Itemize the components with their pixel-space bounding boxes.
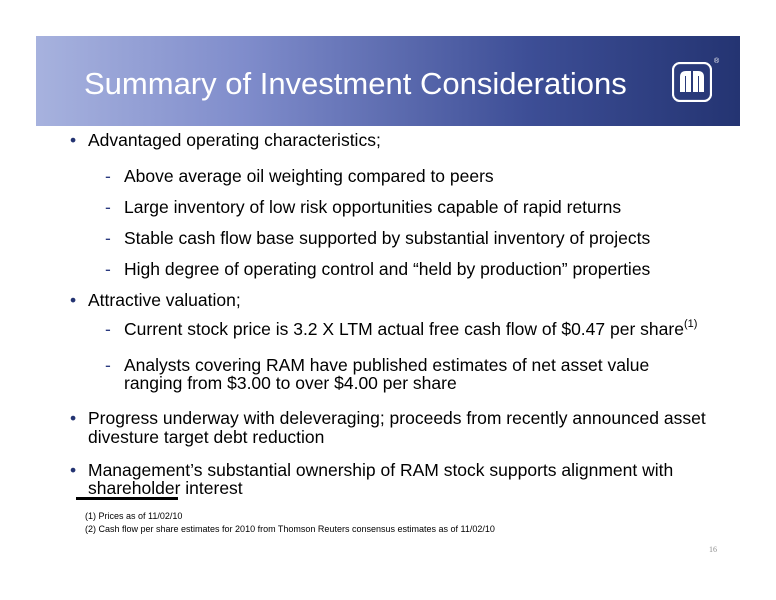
bullet-text: Advantaged operating characteristics; — [88, 130, 381, 150]
sub-item-text: Stable cash flow base supported by subst… — [124, 228, 651, 248]
bullet-text: Attractive valuation; — [88, 290, 241, 310]
sub-item-text: Above average oil weighting compared to … — [124, 166, 494, 186]
bullet-marker: • — [70, 408, 77, 428]
bullet-marker: • — [70, 290, 77, 310]
bullet-text: shareholder interest — [88, 478, 243, 498]
bullet-marker: • — [70, 460, 77, 480]
page-number: 16 — [709, 545, 717, 554]
company-logo-icon — [672, 62, 712, 102]
bullet-text: Management’s substantial ownership of RA… — [88, 460, 674, 480]
dash-marker: - — [105, 228, 111, 248]
dash-marker: - — [105, 355, 111, 375]
dash-marker: - — [105, 319, 111, 339]
sub-item-text: Current stock price is 3.2 X LTM actual … — [124, 319, 697, 340]
bullet-marker: • — [70, 130, 77, 150]
dash-marker: - — [105, 197, 111, 217]
footnote: (2) Cash flow per share estimates for 20… — [85, 524, 495, 534]
footnote-marker: (1) — [683, 318, 698, 331]
sub-item-text: Large inventory of low risk opportunitie… — [124, 197, 622, 217]
page-title: Summary of Investment Considerations — [84, 66, 627, 101]
dash-marker: - — [105, 166, 111, 186]
dash-marker: - — [105, 259, 111, 279]
footnote: (1) Prices as of 11/02/10 — [85, 511, 183, 521]
sub-item-text: Analysts covering RAM have published est… — [124, 355, 650, 375]
bullet-text: Progress underway with deleveraging; pro… — [88, 408, 706, 428]
sub-item-text: High degree of operating control and “he… — [124, 259, 651, 279]
title-banner: Summary of Investment Considerations ® — [36, 36, 740, 126]
sub-item-text: ranging from $3.00 to over $4.00 per sha… — [124, 373, 457, 393]
footnote-divider — [76, 497, 178, 500]
bullet-text: divesture target debt reduction — [88, 427, 325, 447]
registered-mark: ® — [714, 58, 720, 65]
sub-item-main-text: Current stock price is 3.2 X LTM actual … — [124, 319, 684, 339]
